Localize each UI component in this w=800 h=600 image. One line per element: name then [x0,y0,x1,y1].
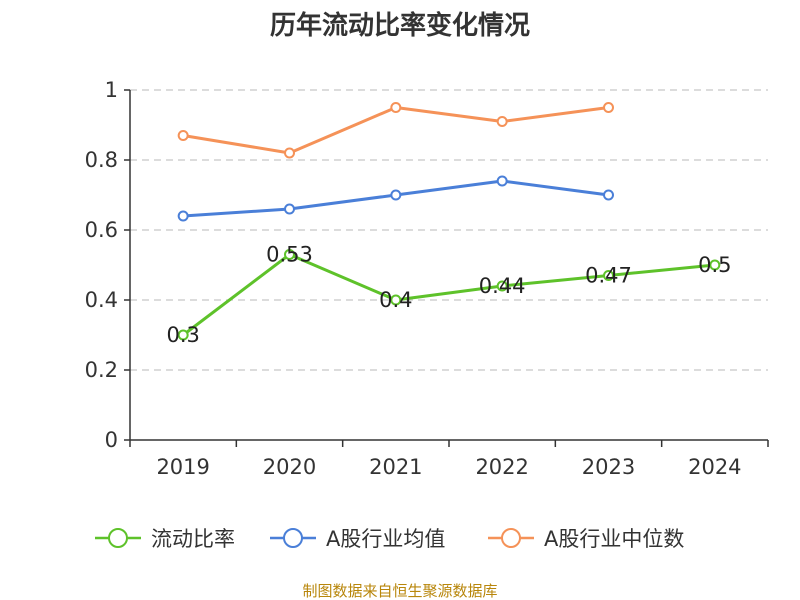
data-point [496,116,508,127]
grid [130,89,768,371]
data-point [390,189,402,201]
data-labels: 0.3 0.53 0.4 0.44 0.47 0.5 [166,243,731,348]
data-label: 0.44 [479,274,526,298]
x-tick-label: 2019 [156,455,209,479]
y-tick-label: 0.6 [85,218,118,242]
data-point [603,189,614,201]
legend-marker [108,528,128,548]
y-tick-label: 0.2 [85,358,118,382]
data-point [496,175,508,187]
data-point [177,210,189,222]
series-2 [177,102,614,159]
data-point [390,102,402,113]
legend: 流动比率 A股行业均值 A股行业中位数 [95,527,684,551]
legend-marker [501,528,521,548]
x-tick-label: 2020 [263,455,316,479]
data-point [496,280,508,292]
data-point [284,203,295,215]
series-1 [177,175,614,222]
series-line [182,106,609,155]
axes: 0 0.2 0.4 0.6 0.8 1 2019 2020 2021 2022 2023 2024 [85,78,769,479]
data-point [603,102,614,113]
chart-title: 历年流动比率变化情况 [270,10,530,41]
data-point [177,329,189,341]
data-point [177,130,189,141]
legend-item: A股行业中位数 [488,527,684,551]
legend-item: 流动比率 [95,527,235,551]
y-tick-label: 0.8 [85,148,118,172]
series [177,102,721,341]
data-label: 0.53 [266,243,313,267]
legend-item: A股行业均值 [270,527,445,551]
legend-label: 流动比率 [151,527,235,551]
data-point [390,294,402,306]
series-line [182,253,715,337]
y-tick-label: 0 [105,428,118,452]
data-label: 0.47 [585,264,632,288]
legend-marker [283,528,303,548]
data-point [603,270,614,281]
legend-label: A股行业均值 [326,527,445,551]
x-tick-label: 2023 [582,455,635,479]
x-tick-label: 2021 [369,455,422,479]
data-point [709,259,721,271]
y-tick-label: 1 [105,78,118,102]
source-note: 制图数据来自恒生聚源数据库 [302,582,497,600]
series-0 [177,249,721,341]
data-label: 0.3 [166,323,199,347]
data-point [284,249,295,260]
legend-label: A股行业中位数 [544,527,684,551]
data-point [284,147,295,159]
y-tick-label: 0.4 [85,288,118,312]
x-tick-label: 2024 [688,455,741,479]
x-tick-label: 2022 [475,455,528,479]
data-label: 0.4 [379,288,412,312]
data-label: 0.5 [698,253,731,277]
